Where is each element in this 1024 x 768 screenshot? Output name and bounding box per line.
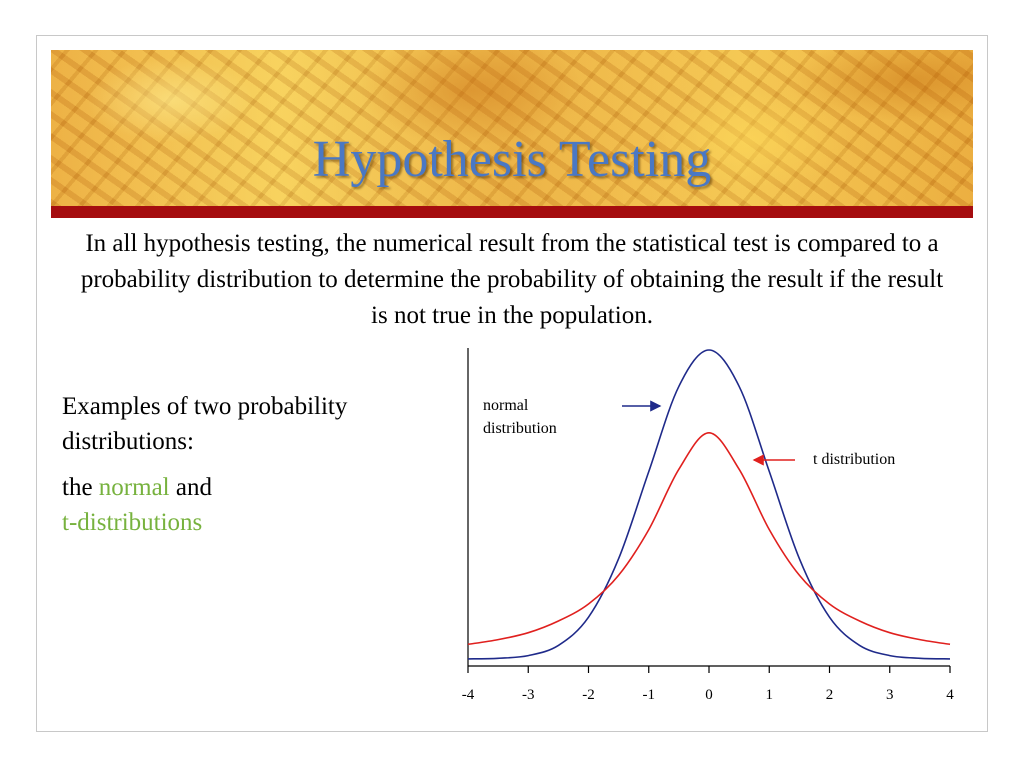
x-tick-label: -1 [642,687,656,703]
x-tick-label: -3 [522,687,535,703]
examples-line: Examples of two probability distribution… [62,393,348,455]
examples-second-line: the normal and t-distributions [62,471,362,540]
x-tick-label: 0 [705,687,713,703]
second-prefix: the [62,474,99,501]
series-normal-line [467,349,951,660]
x-axis-ticks [467,666,951,673]
x-tick-label: 2 [825,687,834,703]
slide-title: Hypothesis Testing [312,131,712,188]
x-tick-label: -2 [582,687,595,703]
normal-distribution-label: normal distribution [483,397,557,437]
intro-paragraph: In all hypothesis testing, the numerical… [80,230,944,329]
x-tick-label: 3 [886,687,894,703]
normal-highlight: normal [98,474,170,501]
series-t-line [467,431,951,646]
title-banner-image [51,50,973,206]
t-distribution-label: t distribution [813,451,896,468]
x-tick-label: 4 [946,687,954,703]
t-distributions-highlight: t-distributions [62,508,203,536]
x-tick-label: 1 [765,687,774,703]
title-rule [51,206,973,218]
examples-text: Examples of two probability distribution… [62,390,362,540]
x-tick-label: -4 [461,687,475,703]
second-and: and [169,474,212,501]
